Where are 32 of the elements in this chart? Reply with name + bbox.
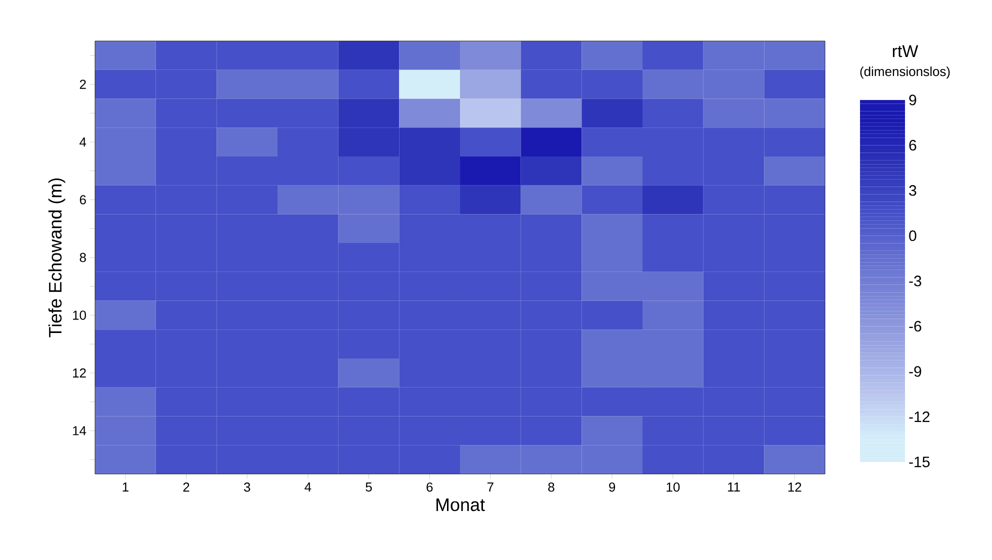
color-bar-label: 0 [909, 230, 916, 242]
color-bar-title: rtW [892, 45, 918, 58]
color-bar-label: 6 [909, 140, 916, 151]
x-tick-label: 3 [244, 482, 250, 492]
x-tick-label: 4 [304, 482, 312, 492]
x-tick-label: 12 [788, 482, 802, 492]
y-tick-label: 6 [80, 195, 86, 204]
y-tick-label: 2 [80, 80, 86, 89]
x-tick-label: 11 [728, 482, 740, 492]
color-bar-label: -9 [909, 366, 922, 377]
x-tick-label: 7 [487, 482, 494, 492]
y-tick-label: 12 [73, 368, 86, 378]
color-bar-label: -12 [909, 412, 930, 422]
color-bar-label: 3 [909, 185, 916, 196]
y-axis-title: Tiefe Echowand (m) [48, 178, 66, 338]
x-tick-label: 1 [122, 482, 128, 492]
color-bar-label: -6 [909, 320, 922, 332]
color-bar-label: -3 [909, 276, 922, 286]
x-tick-label: 8 [548, 482, 554, 492]
x-axis-title: Monat [436, 498, 485, 512]
y-tick-label: 14 [73, 426, 86, 436]
y-tick-label: 4 [80, 138, 86, 146]
color-bar-label: -15 [909, 456, 930, 468]
y-tick-label: 8 [80, 252, 86, 262]
x-tick-label: 2 [183, 482, 190, 492]
text: (dimensionslos) [860, 66, 950, 79]
x-tick-label: 5 [366, 482, 372, 492]
x-tick-label: 10 [666, 482, 680, 492]
color-bar-label: 9 [909, 94, 916, 106]
x-tick-label: 6 [426, 482, 433, 492]
y-tick-label: 10 [73, 310, 86, 320]
x-tick-label: 9 [609, 482, 616, 492]
